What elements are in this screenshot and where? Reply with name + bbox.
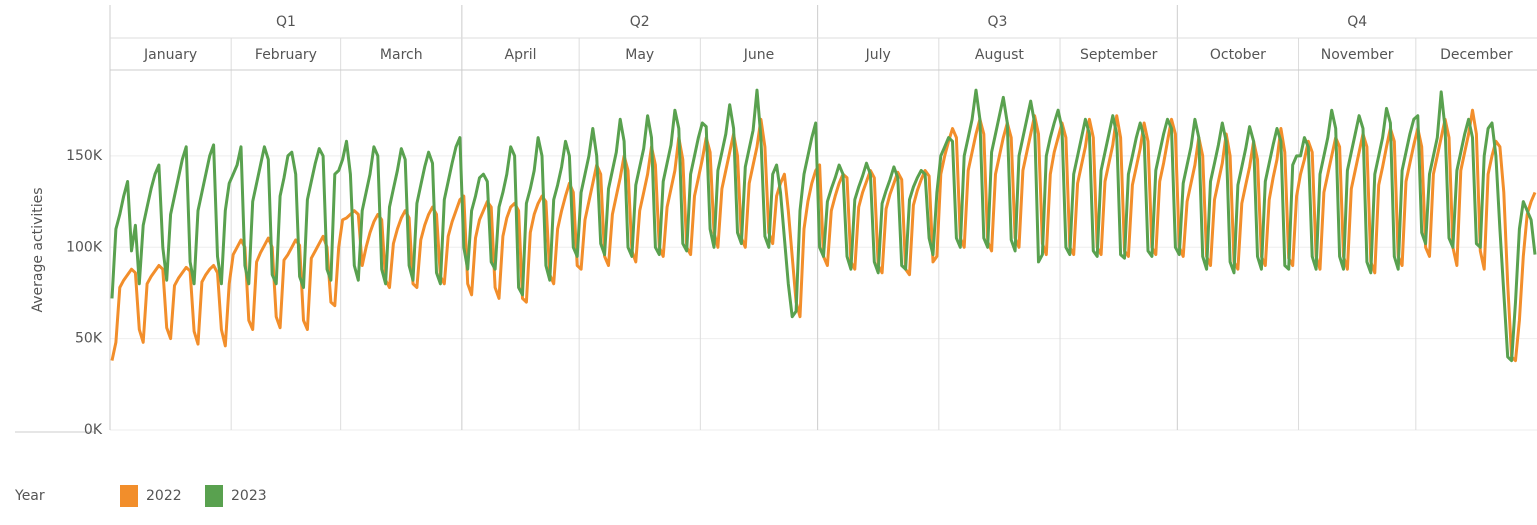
month-label: September	[1080, 47, 1158, 63]
series-line	[110, 88, 1537, 363]
month-label: October	[1210, 47, 1266, 63]
month-label: July	[865, 47, 891, 63]
y-axis-label: Average activities	[30, 187, 46, 312]
y-tick-label: 0K	[84, 422, 103, 438]
quarter-label: Q1	[276, 14, 296, 30]
legend-title: Year	[14, 488, 45, 504]
month-label: February	[255, 47, 317, 63]
month-label: April	[505, 47, 537, 63]
legend-swatch	[120, 485, 138, 507]
lines	[110, 88, 1537, 363]
y-tick-label: 50K	[75, 331, 103, 347]
legend-label: 2023	[231, 488, 267, 504]
month-label: December	[1440, 47, 1513, 63]
month-label: January	[143, 47, 197, 63]
month-label: August	[975, 47, 1025, 63]
y-tick-label: 150K	[66, 148, 103, 164]
legend-swatch	[205, 485, 223, 507]
y-tick-label: 100K	[66, 239, 103, 255]
quarter-label: Q4	[1347, 14, 1367, 30]
month-label: March	[380, 47, 423, 63]
quarter-label: Q3	[988, 14, 1008, 30]
legend-label: 2022	[146, 488, 182, 504]
quarter-label: Q2	[630, 14, 650, 30]
month-label: May	[625, 47, 654, 63]
month-label: November	[1321, 47, 1394, 63]
month-label: June	[743, 47, 775, 63]
